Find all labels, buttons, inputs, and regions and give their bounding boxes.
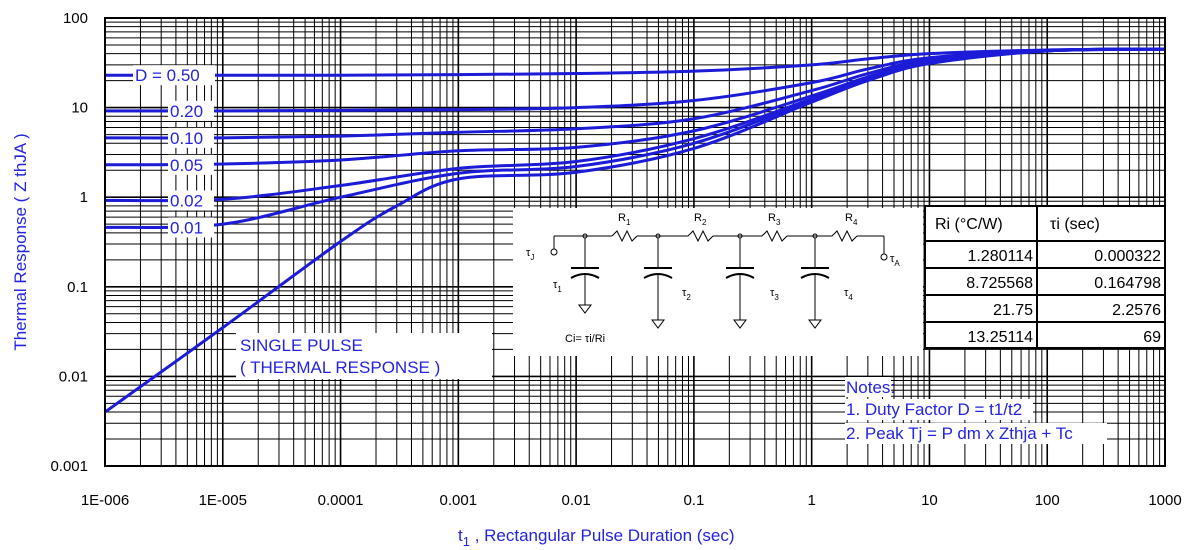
series-label: 0.20 [170,102,203,121]
y-tick-label: 0.01 [59,368,88,385]
r4-label: R4 [845,212,858,227]
series-label: 0.01 [170,218,203,237]
table-cell: 13.25114 [967,329,1033,346]
resistor-4 [831,229,858,243]
chart-overlays: D = 0.50 0.20 0.10 0.05 0.02 0.01 SINGLE PULS… [133,65,1166,444]
series-labels: D = 0.50 0.20 0.10 0.05 0.02 0.01 [133,65,215,238]
note-peak-tj: 2. Peak Tj = P dm x Zthja + Tc [846,424,1073,443]
x-tick-label: 1 [807,492,815,509]
table-cell: 21.75 [993,302,1033,319]
x-tick-label: 1E-005 [199,492,247,509]
capacitor-4 [800,233,830,329]
r3-label: R3 [768,212,781,227]
y-tick-label: 1 [80,189,88,206]
x-tick-label: 0.01 [562,492,591,509]
tau3-label: τ3 [770,287,779,302]
single-pulse-box [236,333,492,379]
x-tick-label: 10 [921,492,938,509]
series-label: D = 0.50 [135,66,200,85]
series-label-bg [168,127,214,148]
thermal-parameter-table: Ri (°C/W) τi (sec) 1.280114 0.000322 8.7… [924,205,1166,349]
resistor-2 [687,229,714,243]
notes-title-bg [845,377,891,397]
resistor-3 [761,229,788,243]
series-label: 0.05 [170,156,203,175]
tau4-label: τ4 [844,287,853,302]
y-tick-label: 100 [63,10,88,27]
rc-network-diagram: τJ τA R1 R2 R3 R4 [513,208,923,356]
tau-j-label: τJ [526,247,534,262]
series-label-bg [168,100,214,121]
series-label-bg [168,190,214,211]
tau-a-node [880,253,888,261]
capacitor-2 [643,233,673,329]
table-cell: 1.280114 [967,248,1033,265]
table-cell: 8.725568 [966,275,1033,292]
notes-title: Notes: [846,378,895,397]
x-tick-label: 1E-006 [81,492,129,509]
y-tick-label: 10 [71,100,88,117]
thermal-response-label: ( THERMAL RESPONSE ) [240,358,440,377]
resistor-1 [611,229,638,243]
tau-a-label: τA [890,253,900,268]
plot-frame [104,17,1166,467]
capacitor-3 [725,233,755,329]
x-tick-label: 0.001 [440,492,478,509]
note-duty-factor: 1. Duty Factor D = t1/t2 [846,400,1022,419]
series-curves [104,47,1166,414]
y-tick-label: 0.1 [67,279,88,296]
x-tick-label: 100 [1035,492,1060,509]
x-tick-label: 1000 [1148,492,1181,509]
series-line [104,47,1166,113]
series-line [104,47,1166,77]
ci-formula: Ci= τi/Ri [565,333,605,345]
series-line [104,47,1166,414]
r1-label: R1 [618,212,631,227]
series-label-bg [168,217,214,238]
table-cell: 0.000322 [1094,248,1161,265]
table-cell: 0.164798 [1094,275,1161,292]
note2-bg [845,423,1107,444]
x-tick-label: 0.0001 [318,492,364,509]
x-axis-title: t1 , Rectangular Pulse Duration (sec) [458,526,735,549]
table-frame [924,205,1166,349]
tau2-label: τ2 [682,287,691,302]
y-axis-title: Thermal Response ( Z thJA ) [11,133,30,350]
series-label: 0.10 [170,129,203,148]
series-line [104,47,1166,140]
circuit-background [513,208,923,356]
table-cell: 2.2576 [1112,302,1161,319]
x-tick-label: 0.1 [683,492,704,509]
table-header-tau: τi (sec) [1050,216,1100,233]
table-cell: 69 [1143,329,1161,346]
series-label-bg [133,65,215,86]
table-header-ri: Ri (°C/W) [935,216,1003,233]
tick-labels: 1E-006 1E-005 0.0001 0.001 0.01 0.1 1 10 100 1000… [50,10,1181,509]
series-label-bg [168,154,214,175]
r2-label: R2 [694,212,707,227]
y-tick-label: 0.001 [50,458,88,475]
single-pulse-label: SINGLE PULSE [240,336,363,355]
series-label: 0.02 [170,191,203,210]
tau1-label: τ1 [553,279,562,294]
capacitor-1 [570,233,600,314]
notes-block: Notes: 1. Duty Factor D = t1/t2 2. Peak … [845,377,1107,444]
note1-bg [845,399,1033,420]
